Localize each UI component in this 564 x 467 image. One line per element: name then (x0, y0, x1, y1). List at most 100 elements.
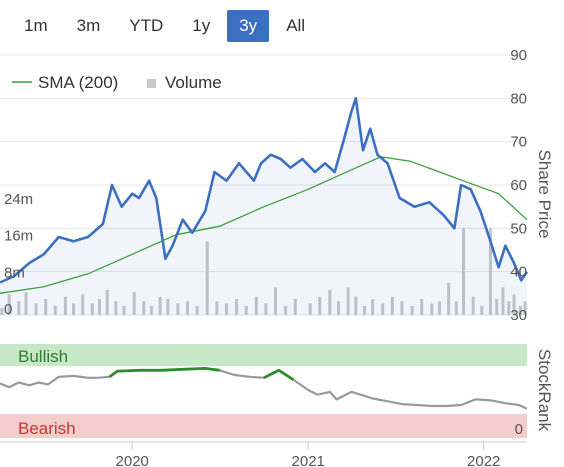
price-tick-label: 80 (510, 90, 527, 107)
volume-bar (274, 287, 278, 315)
volume-bar (390, 296, 394, 315)
volume-bar (328, 289, 332, 315)
volume-axis-ticks: 24m 16m 8m 0 (4, 191, 33, 318)
price-tick-label: 40 (510, 264, 527, 281)
volume-bar (235, 298, 239, 315)
volume-bar (244, 305, 248, 315)
volume-bar (195, 305, 199, 315)
stockrank-line (0, 367, 528, 410)
volume-bar (149, 305, 153, 315)
legend-volume-label: Volume (165, 73, 222, 92)
volume-tick-label: 8m (4, 264, 25, 281)
range-button-3y[interactable]: 3y (227, 10, 270, 42)
legend-volume-swatch (147, 79, 156, 88)
volume-bar (480, 305, 484, 315)
volume-bar (362, 305, 366, 315)
volume-bar (264, 303, 268, 315)
x-tick-label: 2021 (292, 453, 325, 467)
range-button-ytd[interactable]: YTD (129, 16, 164, 35)
stockrank-panel: Bullish Bearish 0 (0, 344, 528, 438)
volume-bar (34, 303, 38, 315)
range-selector: 1m 3m YTD 1y 3y All (12, 9, 322, 43)
x-tick-label: 2022 (467, 453, 500, 467)
volume-tick-label: 0 (4, 301, 12, 318)
volume-bar (293, 298, 297, 315)
volume-bar (254, 296, 258, 315)
volume-bar (501, 287, 505, 315)
volume-bar (176, 303, 180, 315)
volume-bar (518, 305, 522, 315)
volume-bar (437, 301, 441, 315)
bullish-band (0, 344, 527, 366)
volume-bar (98, 298, 102, 315)
volume-bar (90, 303, 94, 315)
volume-bar (0, 308, 4, 315)
volume-bar (24, 292, 28, 315)
volume-bar (166, 298, 170, 315)
x-tick-label: 2020 (116, 453, 149, 467)
sma-line (0, 156, 528, 294)
volume-bar (488, 227, 492, 315)
volume-bar (523, 301, 527, 315)
price-axis-ticks: 90 80 70 60 50 40 30 (510, 47, 527, 324)
stockrank-bullish-segment (108, 367, 220, 378)
volume-bar (53, 305, 57, 315)
volume-bar (337, 301, 341, 315)
volume-bar (462, 227, 466, 315)
volume-bar (81, 294, 85, 315)
volume-bar (410, 305, 414, 315)
volume-bar (495, 298, 499, 315)
volume-bar (114, 301, 118, 315)
bullish-label: Bullish (18, 347, 68, 366)
stockrank-tick-label: 0 (515, 421, 523, 438)
volume-bar (371, 298, 375, 315)
volume-bar (224, 303, 228, 315)
chart-legend: SMA (200) Volume (12, 73, 222, 92)
range-button-1m[interactable]: 1m (24, 16, 48, 35)
volume-bar (186, 301, 190, 315)
volume-bar (354, 296, 358, 315)
volume-bar (308, 303, 312, 315)
volume-bars (0, 227, 527, 315)
volume-bar (447, 282, 451, 315)
volume-tick-label: 24m (4, 191, 33, 208)
bearish-band (0, 414, 527, 438)
volume-bar (512, 294, 516, 315)
volume-bar (454, 301, 458, 315)
volume-bar (158, 296, 162, 315)
volume-bar (400, 301, 404, 315)
volume-bar (205, 241, 209, 315)
volume-bar (430, 303, 434, 315)
volume-bar (284, 305, 288, 315)
volume-tick-label: 16m (4, 228, 33, 245)
legend-sma-label: SMA (200) (38, 73, 118, 92)
volume-bar (72, 303, 76, 315)
volume-bar (122, 305, 126, 315)
axis-titles: Share Price StockRank (535, 150, 554, 432)
volume-bar (318, 296, 322, 315)
volume-bar (215, 301, 219, 315)
sma-series-line (0, 156, 528, 294)
price-tick-label: 90 (510, 47, 527, 64)
x-axis-ticks: 2020 2021 2022 (0, 441, 527, 467)
stockrank-bullish-segment (263, 368, 295, 381)
volume-bar (105, 289, 109, 315)
range-button-3m[interactable]: 3m (76, 16, 101, 35)
price-tick-label: 60 (510, 177, 527, 194)
price-tick-label: 70 (510, 134, 527, 151)
volume-bar (132, 292, 136, 315)
volume-bar (507, 301, 511, 315)
volume-bar (142, 301, 146, 315)
price-grid (0, 54, 527, 316)
range-button-all[interactable]: All (286, 16, 306, 35)
volume-bar (17, 301, 21, 315)
price-series-line (0, 97, 529, 284)
price-tick-label: 30 (510, 307, 527, 324)
stockrank-axis-title: StockRank (535, 349, 554, 432)
volume-bar (63, 296, 67, 315)
range-button-1y[interactable]: 1y (192, 16, 211, 35)
volume-bar (420, 298, 424, 315)
price-axis-title: Share Price (535, 150, 554, 239)
volume-bar (381, 303, 385, 315)
volume-bar (44, 298, 48, 315)
